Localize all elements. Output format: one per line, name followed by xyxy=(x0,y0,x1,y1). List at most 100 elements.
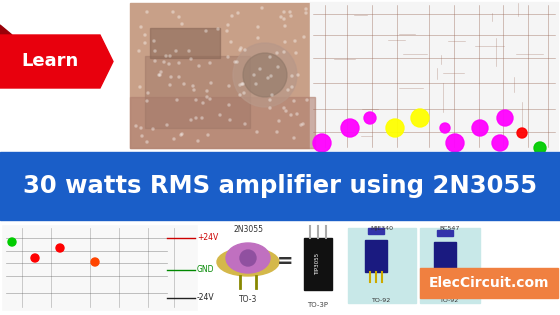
Text: 2N3055: 2N3055 xyxy=(233,225,263,234)
Text: TO-92: TO-92 xyxy=(372,298,391,303)
Circle shape xyxy=(293,137,295,139)
Circle shape xyxy=(253,74,255,76)
Circle shape xyxy=(144,34,146,36)
Circle shape xyxy=(228,85,230,87)
Circle shape xyxy=(146,100,148,102)
Bar xyxy=(310,2,558,150)
Text: TO-3: TO-3 xyxy=(239,295,257,304)
Circle shape xyxy=(440,123,450,133)
Circle shape xyxy=(386,119,404,137)
Circle shape xyxy=(140,127,142,129)
Circle shape xyxy=(364,112,376,124)
Circle shape xyxy=(192,85,194,87)
Polygon shape xyxy=(0,35,113,88)
Circle shape xyxy=(276,131,278,133)
Text: TIP3055: TIP3055 xyxy=(315,253,320,275)
Bar xyxy=(304,238,332,290)
Circle shape xyxy=(147,92,149,94)
Circle shape xyxy=(163,61,165,63)
Circle shape xyxy=(287,89,289,91)
Circle shape xyxy=(244,49,246,51)
Circle shape xyxy=(178,62,180,64)
Circle shape xyxy=(195,99,197,101)
Circle shape xyxy=(236,61,238,63)
Circle shape xyxy=(205,30,207,32)
Circle shape xyxy=(229,119,231,121)
Text: -24V: -24V xyxy=(197,294,214,302)
Circle shape xyxy=(152,128,154,130)
Circle shape xyxy=(237,12,239,14)
Circle shape xyxy=(243,92,245,94)
Circle shape xyxy=(181,23,183,25)
Text: TO-92: TO-92 xyxy=(440,298,460,303)
Circle shape xyxy=(206,90,208,92)
Circle shape xyxy=(297,74,299,76)
Bar xyxy=(348,228,416,303)
Text: ElecCircuit.com: ElecCircuit.com xyxy=(429,276,549,290)
Circle shape xyxy=(278,120,280,122)
Circle shape xyxy=(341,119,359,137)
Circle shape xyxy=(239,94,241,96)
Circle shape xyxy=(166,124,168,126)
Circle shape xyxy=(285,110,287,112)
Bar xyxy=(420,228,480,303)
Bar xyxy=(145,55,250,128)
Circle shape xyxy=(240,47,242,49)
Circle shape xyxy=(209,98,211,100)
Circle shape xyxy=(227,56,229,58)
Circle shape xyxy=(242,83,244,85)
Circle shape xyxy=(201,117,203,119)
Bar xyxy=(420,268,558,298)
Bar xyxy=(368,228,384,234)
Text: =: = xyxy=(277,253,293,272)
Circle shape xyxy=(270,75,272,77)
Circle shape xyxy=(305,8,307,10)
Circle shape xyxy=(517,128,527,138)
Circle shape xyxy=(173,138,175,140)
Circle shape xyxy=(146,141,148,143)
Circle shape xyxy=(91,258,99,266)
Circle shape xyxy=(190,119,192,121)
Circle shape xyxy=(172,11,174,13)
Circle shape xyxy=(228,104,230,106)
Bar xyxy=(2,225,197,310)
Circle shape xyxy=(291,75,293,77)
Circle shape xyxy=(239,49,241,51)
Circle shape xyxy=(169,84,171,86)
Circle shape xyxy=(277,66,279,68)
Circle shape xyxy=(231,15,233,17)
Circle shape xyxy=(197,140,199,142)
Circle shape xyxy=(141,135,143,137)
Circle shape xyxy=(300,124,302,126)
Circle shape xyxy=(306,99,308,101)
Circle shape xyxy=(261,7,263,9)
Circle shape xyxy=(276,52,278,54)
Circle shape xyxy=(472,120,488,136)
Circle shape xyxy=(227,24,229,26)
Circle shape xyxy=(154,60,156,62)
Circle shape xyxy=(303,36,305,38)
Circle shape xyxy=(296,113,298,115)
Circle shape xyxy=(140,26,142,28)
Bar xyxy=(0,220,560,315)
Circle shape xyxy=(188,50,190,52)
Circle shape xyxy=(411,109,429,127)
Circle shape xyxy=(135,125,137,127)
Bar xyxy=(310,2,558,150)
Circle shape xyxy=(302,123,304,125)
Circle shape xyxy=(290,15,292,17)
Circle shape xyxy=(198,65,200,67)
Circle shape xyxy=(313,134,331,152)
Circle shape xyxy=(207,134,209,136)
Circle shape xyxy=(206,96,208,98)
Bar xyxy=(150,28,220,58)
Circle shape xyxy=(209,62,211,64)
Circle shape xyxy=(295,52,297,54)
Circle shape xyxy=(284,41,286,43)
Circle shape xyxy=(144,42,146,44)
Circle shape xyxy=(269,99,271,101)
Circle shape xyxy=(259,68,261,70)
Circle shape xyxy=(193,89,195,91)
Circle shape xyxy=(284,25,286,27)
Polygon shape xyxy=(0,25,12,35)
